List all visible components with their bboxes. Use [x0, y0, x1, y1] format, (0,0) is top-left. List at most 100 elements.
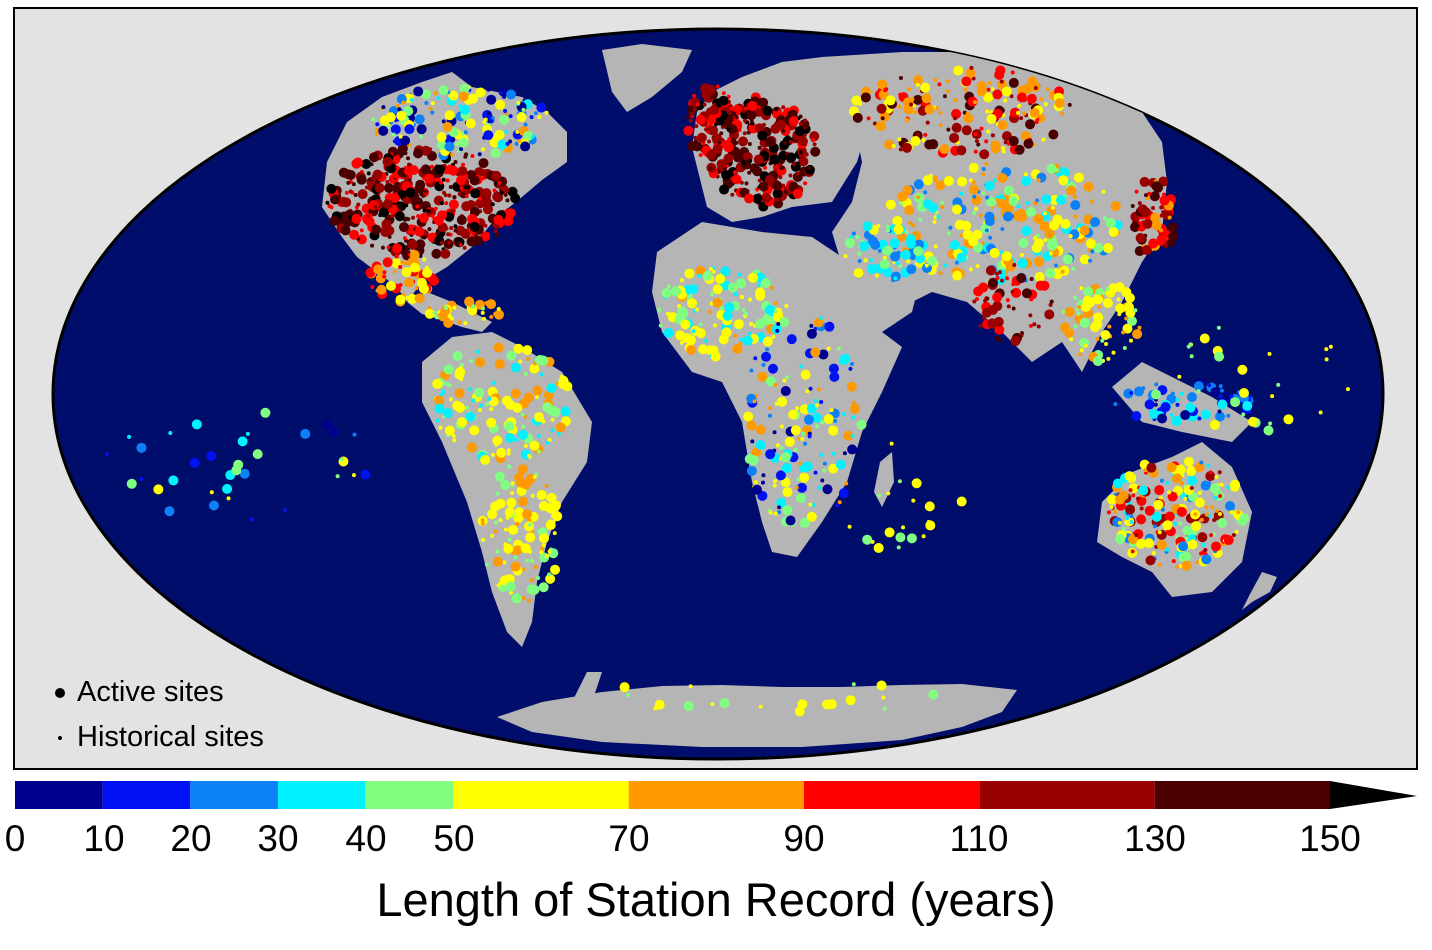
historical-site — [1213, 495, 1218, 500]
active-site — [769, 154, 780, 165]
active-site — [995, 65, 1006, 76]
historical-site — [508, 590, 513, 595]
active-site — [1016, 273, 1027, 284]
historical-site — [520, 412, 525, 417]
active-site — [483, 130, 494, 141]
active-site — [1083, 181, 1094, 192]
historical-site — [757, 178, 762, 183]
historical-site — [1060, 269, 1065, 274]
historical-site — [503, 527, 508, 532]
historical-site — [1017, 103, 1022, 108]
active-site — [452, 351, 463, 362]
active-site — [850, 403, 861, 414]
historical-site — [851, 400, 856, 405]
active-site — [722, 310, 733, 321]
active-site — [1056, 195, 1067, 206]
historical-site — [761, 362, 766, 367]
historical-site — [418, 134, 423, 139]
historical-site — [1131, 493, 1136, 498]
historical-site — [521, 595, 526, 600]
historical-site — [494, 520, 499, 525]
active-site — [436, 132, 447, 143]
historical-site — [1160, 507, 1165, 512]
active-site — [895, 532, 906, 543]
active-site — [1248, 416, 1259, 427]
active-site — [1205, 471, 1216, 482]
historical-site — [1212, 517, 1217, 522]
active-site — [338, 167, 349, 178]
historical-site — [368, 213, 373, 218]
historical-site — [978, 213, 983, 218]
historical-site — [972, 299, 977, 304]
historical-site — [1231, 533, 1236, 538]
historical-site — [536, 449, 541, 454]
active-site — [1001, 86, 1012, 97]
historical-site — [1025, 200, 1030, 205]
active-site — [885, 199, 896, 210]
historical-site — [1050, 205, 1055, 210]
active-site — [494, 471, 505, 482]
historical-site — [717, 140, 722, 145]
historical-site — [499, 223, 504, 228]
historical-site — [658, 323, 663, 328]
historical-site — [371, 117, 376, 122]
active-site — [675, 330, 686, 341]
historical-site — [999, 79, 1004, 84]
historical-site — [542, 492, 547, 497]
historical-site — [702, 102, 707, 107]
active-site — [987, 304, 998, 315]
historical-site — [968, 178, 973, 183]
active-site — [208, 500, 219, 511]
active-site — [1100, 330, 1111, 341]
historical-site — [1028, 313, 1033, 318]
active-site — [382, 156, 393, 167]
historical-site — [976, 142, 981, 147]
historical-site — [490, 202, 495, 207]
active-site — [504, 421, 515, 432]
active-site — [356, 174, 367, 185]
active-site — [504, 507, 515, 518]
historical-site — [749, 368, 754, 373]
historical-site — [489, 314, 494, 319]
active-site — [1214, 351, 1225, 362]
historical-site — [540, 546, 545, 551]
active-site — [1062, 254, 1073, 265]
active-site — [1023, 138, 1034, 149]
historical-site — [707, 126, 712, 131]
active-site — [456, 215, 467, 226]
historical-site — [550, 514, 555, 519]
active-site — [987, 318, 998, 329]
active-site — [949, 240, 960, 251]
colorbar-overflow-arrow — [1330, 781, 1417, 809]
active-site — [957, 176, 968, 187]
historical-site — [932, 219, 937, 224]
active-site — [905, 238, 916, 249]
historical-site — [523, 443, 528, 448]
active-site — [458, 137, 469, 148]
historical-site — [1218, 494, 1223, 499]
historical-site — [1010, 70, 1015, 75]
active-site — [442, 408, 453, 419]
active-site — [516, 112, 527, 123]
historical-site — [447, 240, 452, 245]
active-site — [724, 302, 735, 313]
historical-site — [433, 91, 438, 96]
historical-site — [768, 406, 773, 411]
historical-site — [1010, 214, 1015, 219]
active-site — [684, 268, 695, 279]
active-site — [901, 142, 912, 153]
legend-active-sites: Active sites — [55, 676, 224, 709]
historical-site — [972, 194, 977, 199]
historical-site — [831, 451, 836, 456]
historical-site — [907, 87, 912, 92]
active-site — [1133, 386, 1144, 397]
historical-site — [1189, 486, 1194, 491]
historical-site — [209, 490, 214, 495]
historical-site — [1186, 344, 1191, 349]
historical-site — [1113, 402, 1118, 407]
active-site — [1210, 541, 1221, 552]
historical-site — [733, 292, 738, 297]
historical-site — [530, 493, 535, 498]
active-site — [440, 248, 451, 259]
active-site — [1020, 130, 1031, 141]
